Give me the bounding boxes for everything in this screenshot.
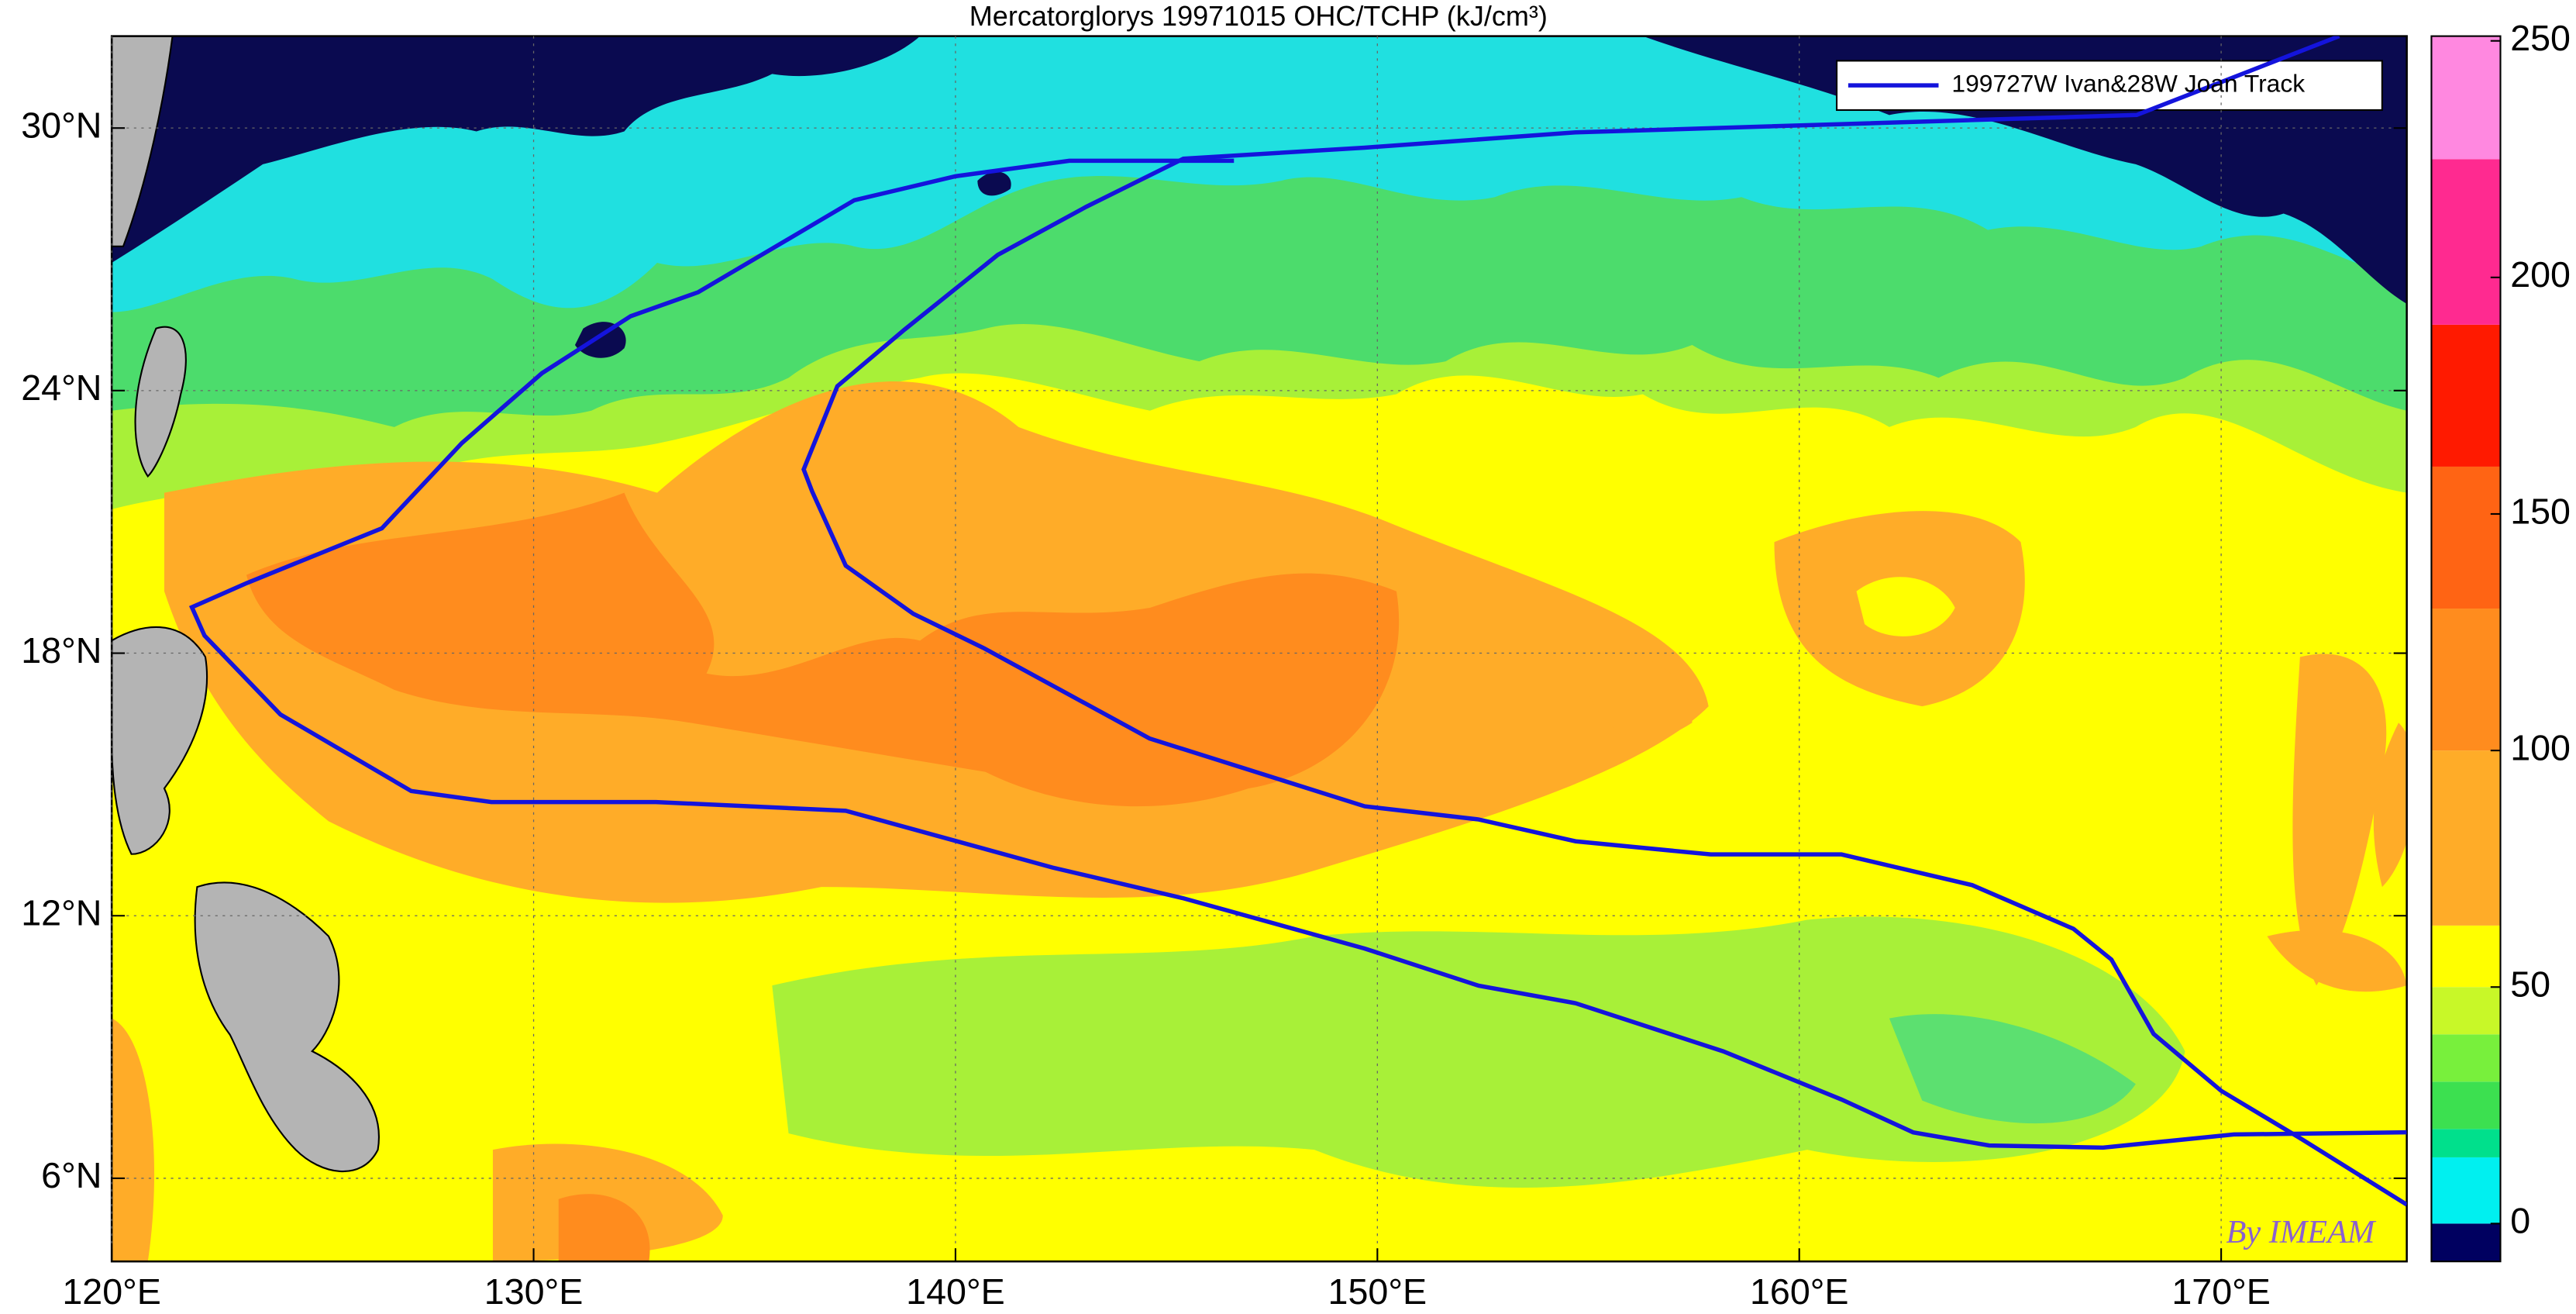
legend-label: 199727W Ivan&28W Joan Track [1951, 70, 2305, 98]
colorbar-band [2431, 1129, 2501, 1157]
y-tick-label: 24°N [21, 367, 102, 408]
x-tick-label: 140°E [906, 1271, 1005, 1312]
colorbar-band [2431, 925, 2501, 988]
map-frame [110, 35, 2408, 1263]
x-tick-label: 120°E [62, 1271, 161, 1312]
watermark: By IMEAM [2226, 1214, 2377, 1250]
colorbar-tick-label: 250 [2510, 18, 2571, 58]
colorbar-band [2431, 609, 2501, 751]
y-tick-label: 30°N [21, 105, 102, 145]
colorbar-tick-label: 0 [2510, 1201, 2530, 1241]
colorbar-frame [2430, 35, 2502, 1263]
colorbar-band [2431, 1034, 2501, 1082]
colorbar-band [2431, 159, 2501, 325]
x-tick-label: 160°E [1750, 1271, 1849, 1312]
colorbar-band [2431, 1157, 2501, 1224]
y-tick-label: 18°N [21, 630, 102, 671]
y-tick-label: 6°N [41, 1155, 102, 1195]
colorbar-band [2431, 987, 2501, 1035]
colorbar-band [2431, 324, 2501, 467]
colorbar-band [2431, 1223, 2501, 1262]
colorbar-band [2431, 36, 2501, 160]
storm-track [188, 158, 2407, 1150]
colorbar-tick-label: 200 [2510, 254, 2571, 295]
colorbar-tick-label: 150 [2510, 491, 2571, 531]
colorbar-band [2431, 750, 2501, 926]
colorbar-band [2431, 1081, 2501, 1129]
x-tick-label: 170°E [2171, 1271, 2271, 1312]
x-tick-label: 150°E [1328, 1271, 1427, 1312]
colorbar-band [2431, 466, 2501, 609]
storm-track [801, 36, 2407, 1207]
chart-title: Mercatorglorys 19971015 OHC/TCHP (kJ/cm³… [969, 0, 1548, 32]
y-tick-label: 12°N [21, 893, 102, 933]
colorbar-tick-label: 100 [2510, 727, 2571, 767]
x-tick-label: 130°E [484, 1271, 584, 1312]
colorbar-tick-label: 50 [2510, 964, 2550, 1005]
ohc-field [112, 36, 2407, 1262]
